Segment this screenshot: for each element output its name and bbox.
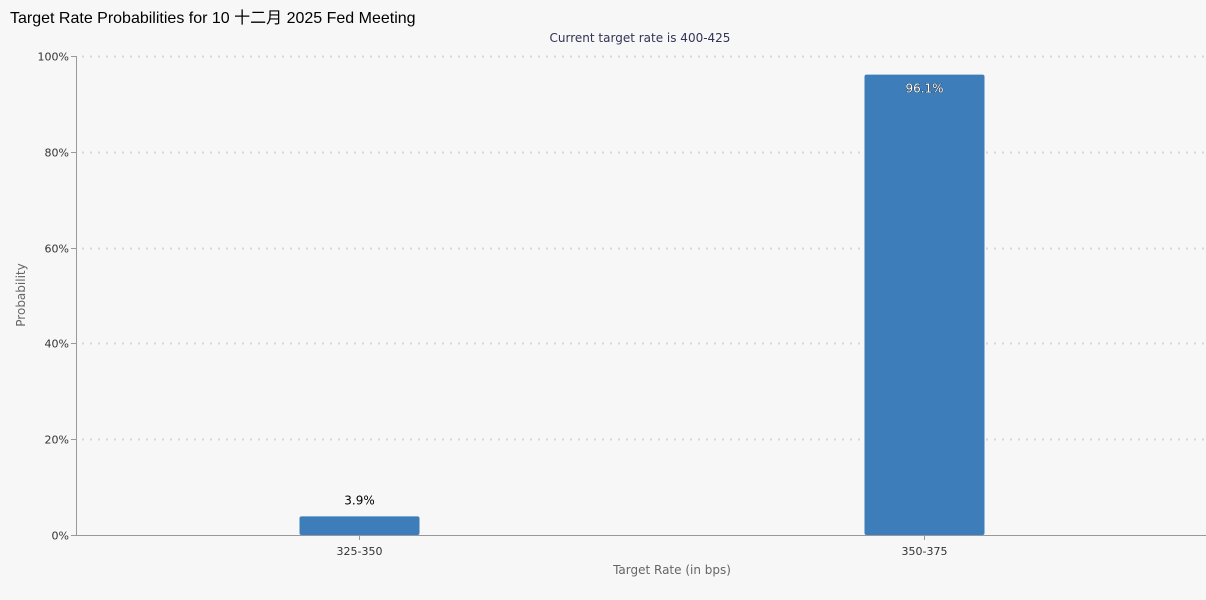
- y-tick-label: 100%: [38, 51, 69, 64]
- x-axis-ticks: 325-350 350-375: [337, 535, 948, 558]
- chart-subtitle: Current target rate is 400-425: [550, 31, 731, 45]
- x-tick-label: 325-350: [337, 545, 383, 558]
- y-tick-label: 0%: [52, 530, 69, 543]
- bars: 3.9% 96.1%: [299, 74, 985, 535]
- data-label: 96.1%: [905, 82, 943, 96]
- y-tick-label: 40%: [45, 338, 69, 351]
- y-tick-label: 60%: [45, 243, 69, 256]
- y-tick-label: 80%: [45, 147, 69, 160]
- bar: [299, 516, 420, 535]
- chart-title: Target Rate Probabilities for 10 十二月 202…: [10, 10, 416, 27]
- x-tick-label: 350-375: [902, 545, 948, 558]
- bar: [864, 74, 985, 535]
- gridlines: [82, 55, 1206, 441]
- data-label: 3.9%: [344, 493, 375, 507]
- x-axis-label: Target Rate (in bps): [612, 563, 731, 577]
- y-axis-label: Probability: [14, 263, 28, 326]
- y-axis-ticks: 0% 20% 40% 60% 80% 100%: [38, 51, 76, 543]
- y-tick-label: 20%: [45, 434, 69, 447]
